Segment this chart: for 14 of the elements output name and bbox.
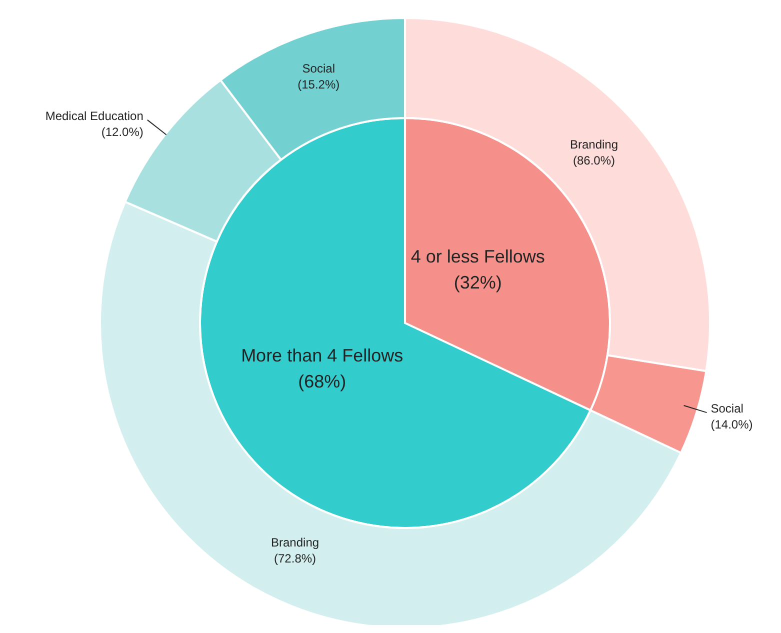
data-label: (14.0%) [710, 418, 753, 432]
slice-label: More than 4 Fellows [241, 345, 404, 366]
slice-label: Medical Education [45, 108, 144, 123]
data-label: (68%) [298, 371, 346, 392]
data-label: (32%) [454, 272, 502, 293]
data-label: (86.0%) [572, 154, 616, 168]
slice-label: Social [710, 402, 744, 416]
data-label: (12.0%) [101, 124, 144, 139]
slice-label: Social [302, 61, 335, 76]
slice-label: 4 or less Fellows [410, 246, 545, 267]
slice-label: Branding [271, 535, 320, 550]
slice-label: Branding [570, 138, 618, 152]
data-label: (72.8%) [274, 551, 316, 566]
data-label: (15.2%) [298, 77, 340, 92]
